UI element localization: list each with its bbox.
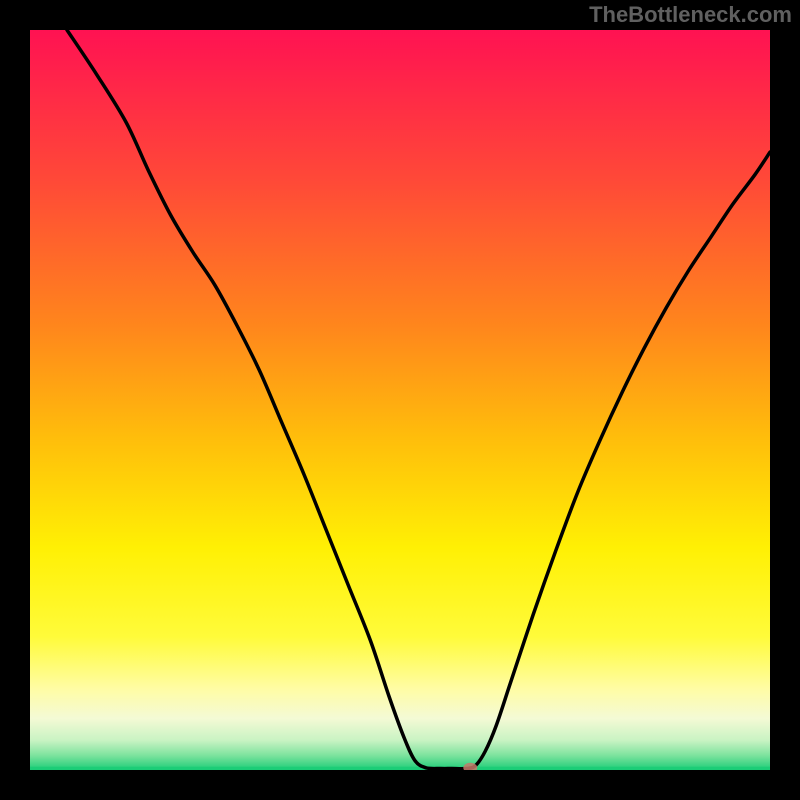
gradient-background xyxy=(30,30,770,770)
watermark-text: TheBottleneck.com xyxy=(589,2,792,28)
chart-plot-area xyxy=(30,30,770,770)
chart-svg xyxy=(30,30,770,770)
